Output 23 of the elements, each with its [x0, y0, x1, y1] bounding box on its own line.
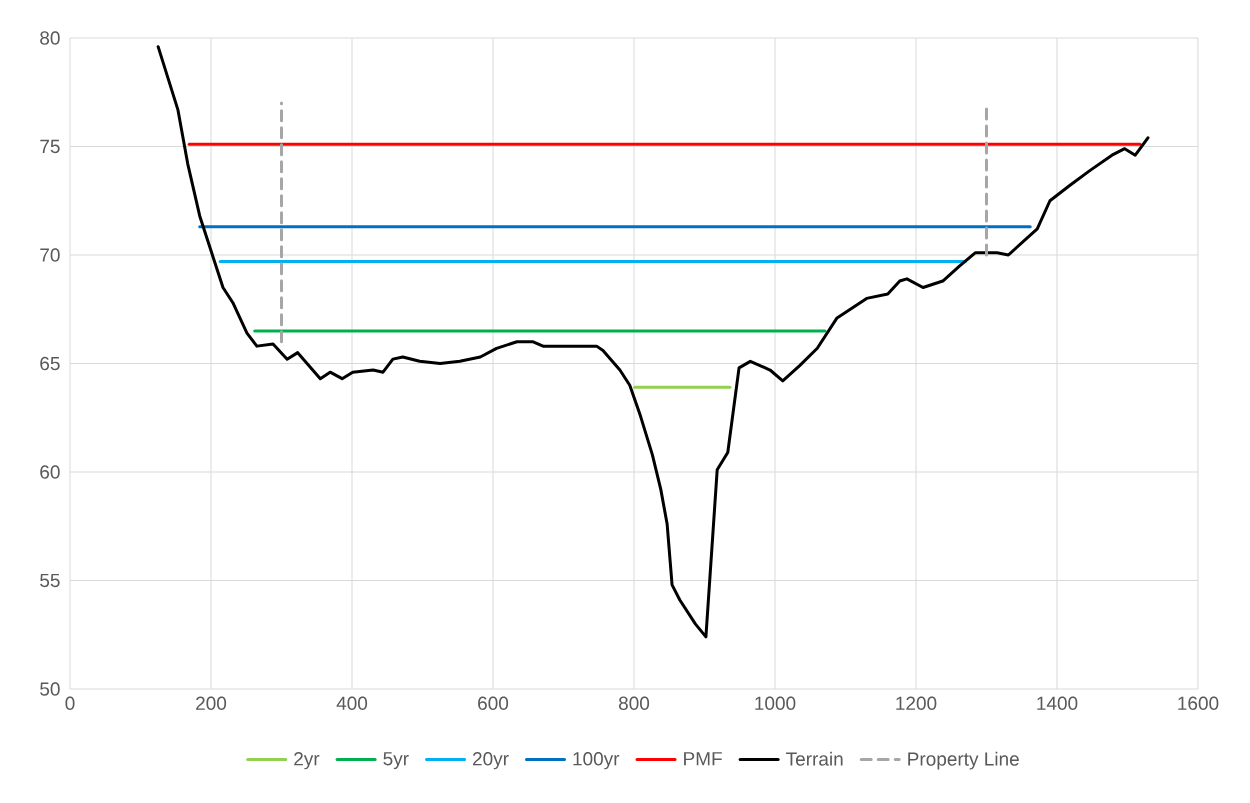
x-tick-label: 800: [618, 696, 650, 710]
legend-label: Terrain: [786, 751, 843, 766]
y-tick-label: 65: [40, 356, 60, 371]
legend-label: 100yr: [573, 752, 620, 770]
y-tick-label: 50: [40, 682, 60, 696]
x-tick-label: 0: [65, 696, 75, 710]
x-tick-label: 400: [336, 696, 368, 710]
y-tick-label: 55: [40, 573, 60, 588]
y-tick-label: 60: [40, 465, 60, 479]
legend-label: PMF: [684, 752, 722, 766]
legend-label: 5yr: [383, 752, 409, 770]
y-tick-label: 75: [40, 139, 60, 154]
x-tick-label: 600: [478, 696, 509, 710]
y-tick-label: 70: [40, 248, 60, 262]
legend-label: 20yr: [473, 752, 509, 770]
x-tick-label: 1600: [1178, 696, 1219, 710]
x-tick-label: 1400: [1037, 696, 1078, 710]
legend-label: Property Line: [908, 751, 1019, 770]
y-tick-label: 80: [40, 31, 60, 45]
x-tick-label: 200: [196, 696, 227, 710]
x-tick-label: 1200: [896, 696, 937, 710]
legend-label: 2yr: [294, 752, 320, 770]
x-tick-label: 1000: [755, 696, 796, 710]
